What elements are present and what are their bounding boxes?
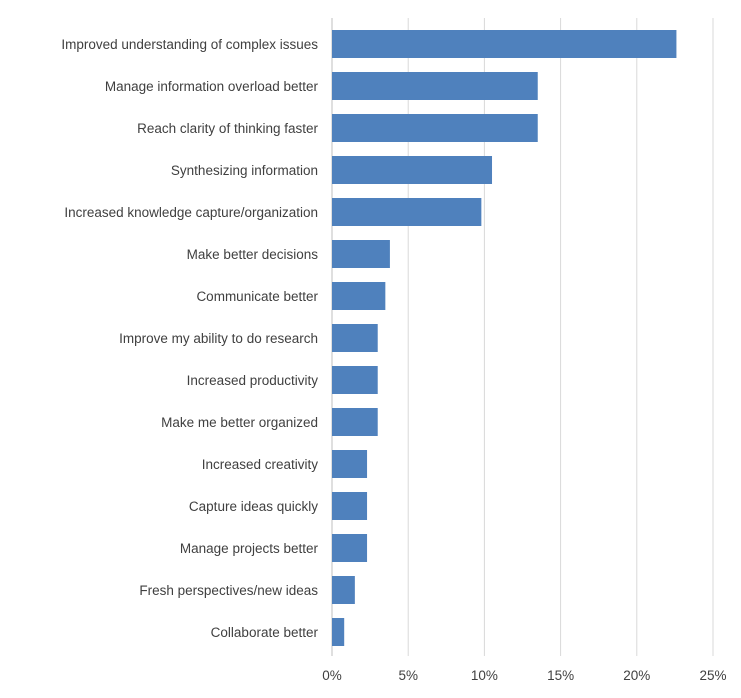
- bar: [332, 366, 378, 394]
- category-label: Manage information overload better: [105, 79, 319, 94]
- x-tick-label: 0%: [322, 668, 342, 683]
- bar: [332, 198, 482, 226]
- category-label: Make better decisions: [187, 247, 319, 262]
- x-tick-label: 25%: [699, 668, 726, 683]
- bar: [332, 72, 538, 100]
- category-label: Increased productivity: [187, 373, 319, 388]
- bar: [332, 324, 378, 352]
- x-tick-label: 15%: [547, 668, 574, 683]
- bar: [332, 156, 493, 184]
- category-label: Improved understanding of complex issues: [61, 37, 318, 52]
- x-tick-label: 10%: [471, 668, 498, 683]
- category-label: Fresh perspectives/new ideas: [139, 583, 318, 598]
- category-label: Increased creativity: [202, 457, 319, 472]
- x-axis-ticks: 0% 5% 10% 15% 20% 25%: [322, 668, 726, 683]
- bar: [332, 114, 538, 142]
- bar: [332, 618, 345, 646]
- category-label: Capture ideas quickly: [189, 499, 318, 514]
- bar: [332, 30, 677, 58]
- bar: [332, 240, 390, 268]
- x-tick-label: 20%: [623, 668, 650, 683]
- category-label: Synthesizing information: [171, 163, 318, 178]
- x-tick-label: 5%: [398, 668, 418, 683]
- category-label: Manage projects better: [180, 541, 319, 556]
- bar: [332, 450, 368, 478]
- bar: [332, 534, 368, 562]
- gridlines: [331, 18, 714, 656]
- bar: [332, 408, 378, 436]
- category-label: Increased knowledge capture/organization: [64, 205, 318, 220]
- bar: [332, 576, 355, 604]
- category-label: Collaborate better: [211, 625, 319, 640]
- category-label: Communicate better: [196, 289, 318, 304]
- category-labels: Improved understanding of complex issues…: [61, 37, 318, 640]
- category-label: Reach clarity of thinking faster: [137, 121, 318, 136]
- bar: [332, 492, 368, 520]
- category-label: Make me better organized: [161, 415, 318, 430]
- category-label: Improve my ability to do research: [119, 331, 318, 346]
- bar: [332, 282, 386, 310]
- bars: [332, 30, 677, 646]
